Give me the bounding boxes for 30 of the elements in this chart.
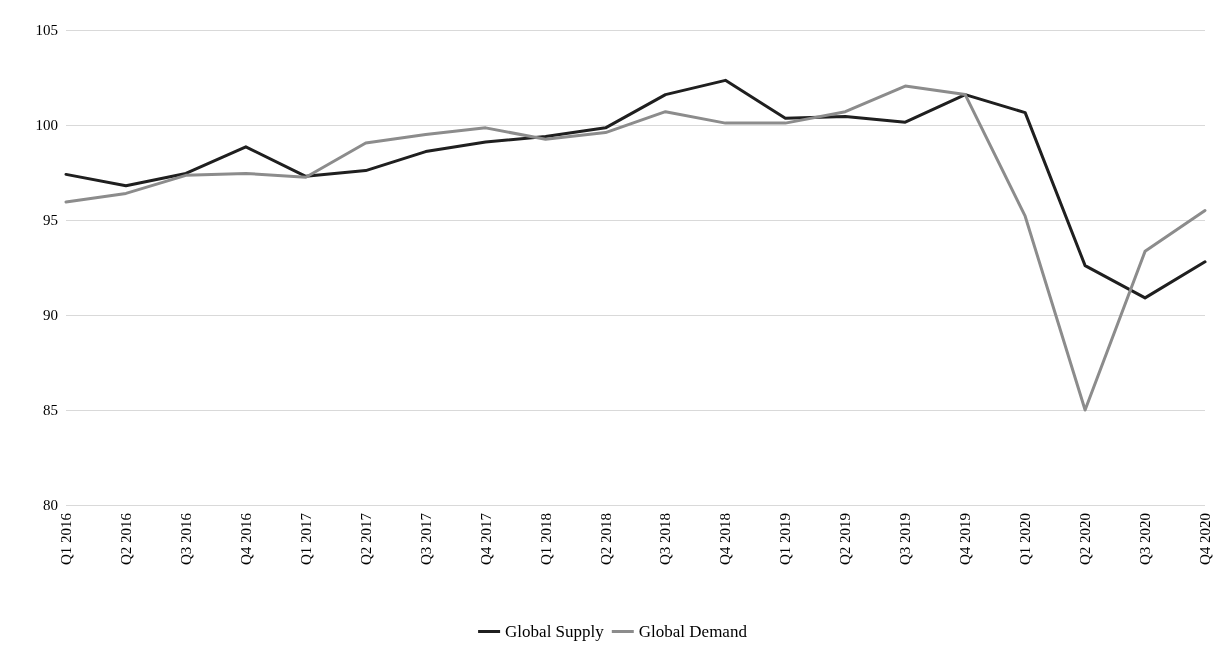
x-tick-label: Q1 2018 [537, 513, 554, 566]
legend-label: Global Supply [505, 622, 605, 641]
legend-label: Global Demand [638, 622, 748, 641]
x-tick-label: Q1 2017 [297, 512, 314, 566]
x-tick-label: Q2 2017 [357, 512, 374, 566]
x-tick-label: Q3 2020 [1137, 513, 1154, 566]
x-tick-label: Q1 2016 [58, 512, 74, 566]
x-tick-label: Q4 2016 [237, 512, 254, 566]
x-tick-label: Q4 2019 [957, 513, 974, 566]
y-tick-label: 85 [43, 402, 58, 418]
y-tick-label: 80 [43, 497, 58, 513]
y-tick-label: 105 [35, 22, 58, 38]
x-tick-label: Q4 2017 [477, 512, 494, 566]
line-series [64, 84, 1207, 412]
x-tick-label: Q3 2017 [417, 512, 434, 566]
x-tick-label: Q4 2020 [1197, 513, 1213, 566]
x-tick-label: Q2 2016 [117, 512, 134, 566]
y-tick-label: 100 [35, 117, 58, 133]
line-series [64, 78, 1207, 300]
x-tick-label: Q1 2020 [1017, 513, 1034, 566]
x-tick-label: Q3 2019 [897, 513, 914, 566]
x-tick-label: Q3 2016 [177, 512, 194, 566]
y-tick-label: 90 [43, 307, 58, 323]
x-tick-label: Q2 2018 [597, 513, 614, 566]
x-tick-label: Q3 2018 [657, 513, 674, 566]
y-tick-label: 95 [43, 212, 58, 228]
x-tick-label: Q1 2019 [777, 513, 794, 566]
x-tick-label: Q4 2018 [717, 513, 734, 566]
x-tick-label: Q2 2019 [837, 513, 854, 566]
x-tick-label: Q2 2020 [1077, 513, 1094, 566]
